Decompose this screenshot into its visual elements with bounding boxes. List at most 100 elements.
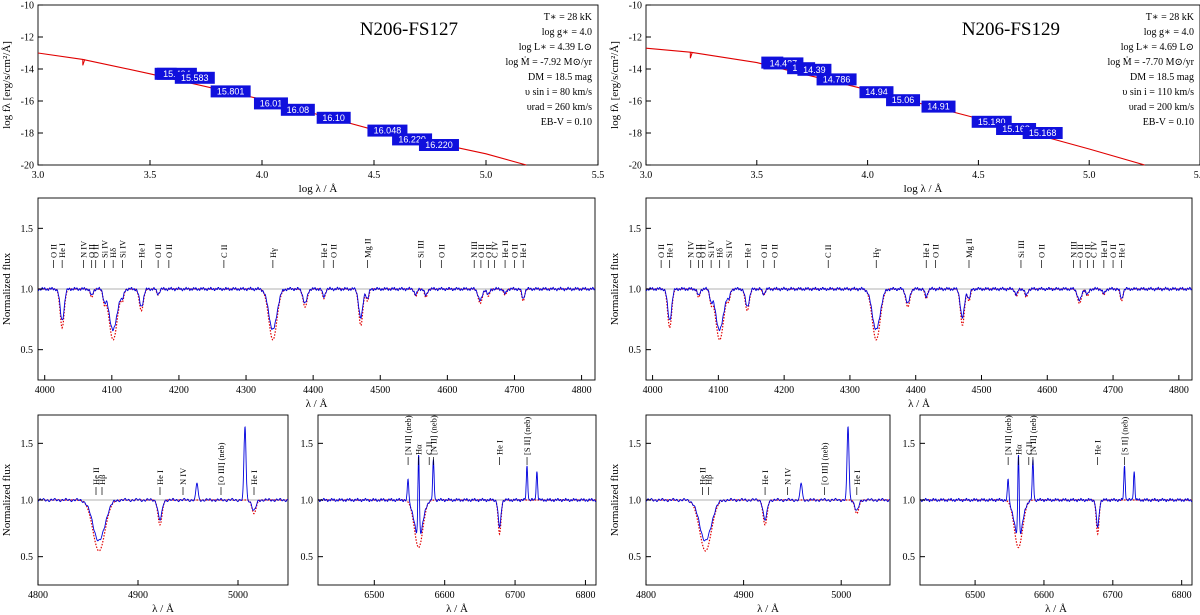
line-id-label: O II [328,244,338,258]
line-id-label: O II [930,244,940,258]
line-id-label: He II [1099,240,1109,258]
photometry-marker [210,85,251,98]
sed-x-tick-label: 4.0 [861,170,874,181]
spec-x-tick-label: 4700 [504,385,524,396]
spec-x-tick-label: 4100 [708,385,728,396]
line-id-label: O II [483,244,493,258]
spec-x-tick-label: 6700 [505,590,525,601]
line-id-label: [S II] (neb) [522,417,532,455]
sed-frame [645,4,1200,166]
line-id-label: Hβ [703,475,713,485]
line-id-label: O II [87,244,97,258]
line-id-label: He I [155,470,165,485]
line-id-label: [N II] (neb) [1003,415,1013,455]
spec-x-label: λ / Å [1045,603,1067,615]
line-id-label: He I [1093,440,1103,455]
blue-spectrum-fs127: 4000 4100 4200 4300 4400 4500 4600 4700 4800 0.5 1… [1,197,596,410]
spec-y-tick-label: 0.5 [301,552,314,563]
line-id-label: [O III] (neb) [216,442,226,485]
spec-x-tick-label: 4000 [643,385,663,396]
photometry-marker [859,86,894,99]
stellar-parameter: υrad = 200 km/s [1129,102,1194,113]
spec-x-tick-label: 6600 [1034,590,1054,601]
line-id-label: Si III [1016,240,1026,258]
line-id-label: O II [153,244,163,258]
observed-spectrum [920,454,1192,535]
line-id-label: N IV [783,467,793,485]
line-id-label: O II [769,244,779,258]
spec-x-tick-label: 6600 [435,590,455,601]
spec-y-tick-label: 0.5 [21,345,34,356]
spec-x-tick-label: 4600 [437,385,457,396]
sed-x-tick-label: 4.5 [368,170,381,181]
spec-x-tick-label: 4800 [28,590,48,601]
spec-x-tick-label: 5000 [228,590,248,601]
spec-x-tick-label: 6500 [364,590,384,601]
photometry-marker [280,103,315,116]
line-id-label: N IV [686,240,696,258]
photometry-label: 15.180 [978,117,1006,127]
spec-y-tick-label: 1.0 [629,285,642,296]
photometry-label: 15.801 [217,86,245,96]
photometry-label: 16.01 [260,98,283,108]
photometry-marker [921,100,956,113]
line-id-label: C II [219,244,229,258]
line-id-label: He I [921,243,931,258]
model-spectrum [646,288,1192,341]
sed-x-tick-label: 5.0 [1083,170,1096,181]
model-spectrum [920,499,1192,549]
hbeta-spectrum-fs129: 4800 4900 5000 0.5 1.0 1.5 λ / Å Normalized flu… [609,414,891,615]
stellar-parameter: υ sin i = 80 km/s [525,87,592,98]
star-name: N206-FS127 [360,19,458,40]
model-spectrum [318,499,596,549]
photometry-marker [1022,127,1063,139]
stellar-parameter: log L∗ = 4.69 L⊙ [1121,42,1194,53]
photometry-label: 15.06 [892,95,915,105]
photometry-label: 16.220 [425,140,453,150]
spec-x-tick-label: 4300 [236,385,256,396]
spec-x-tick-label: 4900 [128,590,148,601]
observed-spectrum [646,286,1192,332]
line-id-label: He I [249,470,259,485]
sed-y-label: log fλ [erg/s/cm²/Å] [609,41,621,129]
spec-x-tick-label: 4300 [840,385,860,396]
line-id-label: Mg II [964,238,974,258]
photometry-marker [886,94,921,107]
photometry-label: 14.94 [865,87,888,97]
line-id-label: He II [500,240,510,258]
sed-y-tick-label: -20 [21,161,34,172]
spec-x-tick-label: 4500 [370,385,390,396]
line-id-label: N III [469,241,479,258]
sed-x-label: log λ / Å [904,183,943,195]
photometry-marker [418,139,459,151]
halpha-spectrum-fs129: 6500 6600 6700 6800 0.5 1.0 1.5 λ / Å [N II] (ne… [903,414,1193,615]
sed-x-label: log λ / Å [299,183,338,195]
line-id-label: Si IV [724,239,734,258]
sed-model-curve [645,47,1145,166]
spec-y-tick-label: 0.5 [903,552,916,563]
spec-x-tick-label: 6700 [1103,590,1123,601]
stellar-parameter: EB-V = 0.10 [1143,117,1194,128]
line-id-label: C II [823,244,833,258]
spec-y-tick-label: 0.5 [629,345,642,356]
spec-x-tick-label: 6500 [965,590,985,601]
line-id-label: O II [694,244,704,258]
spec-y-label: Normalized flux [1,252,13,325]
spec-x-label: λ / Å [908,398,930,410]
blue-spectrum-fs129: 4000 4100 4200 4300 4400 4500 4600 4700 4800 0.5 1… [609,197,1193,410]
line-id-label: Hα [414,444,424,455]
photometry-label: 16.220 [398,134,426,144]
line-id-label: Si IV [99,239,109,258]
spec-x-tick-label: 4400 [303,385,323,396]
photometry-marker [174,71,215,84]
photometry-label: 14.487 [770,58,798,68]
line-id-label: N IV [79,240,89,258]
spec-x-tick-label: 4800 [636,590,656,601]
spec-x-label: λ / Å [152,603,174,615]
stellar-parameter: DM = 18.5 mag [1130,72,1194,83]
line-id-label: O II [1036,244,1046,258]
sed-y-tick-label: -16 [21,97,34,108]
observed-spectrum [38,286,595,332]
sed-y-tick-label: -16 [629,97,642,108]
